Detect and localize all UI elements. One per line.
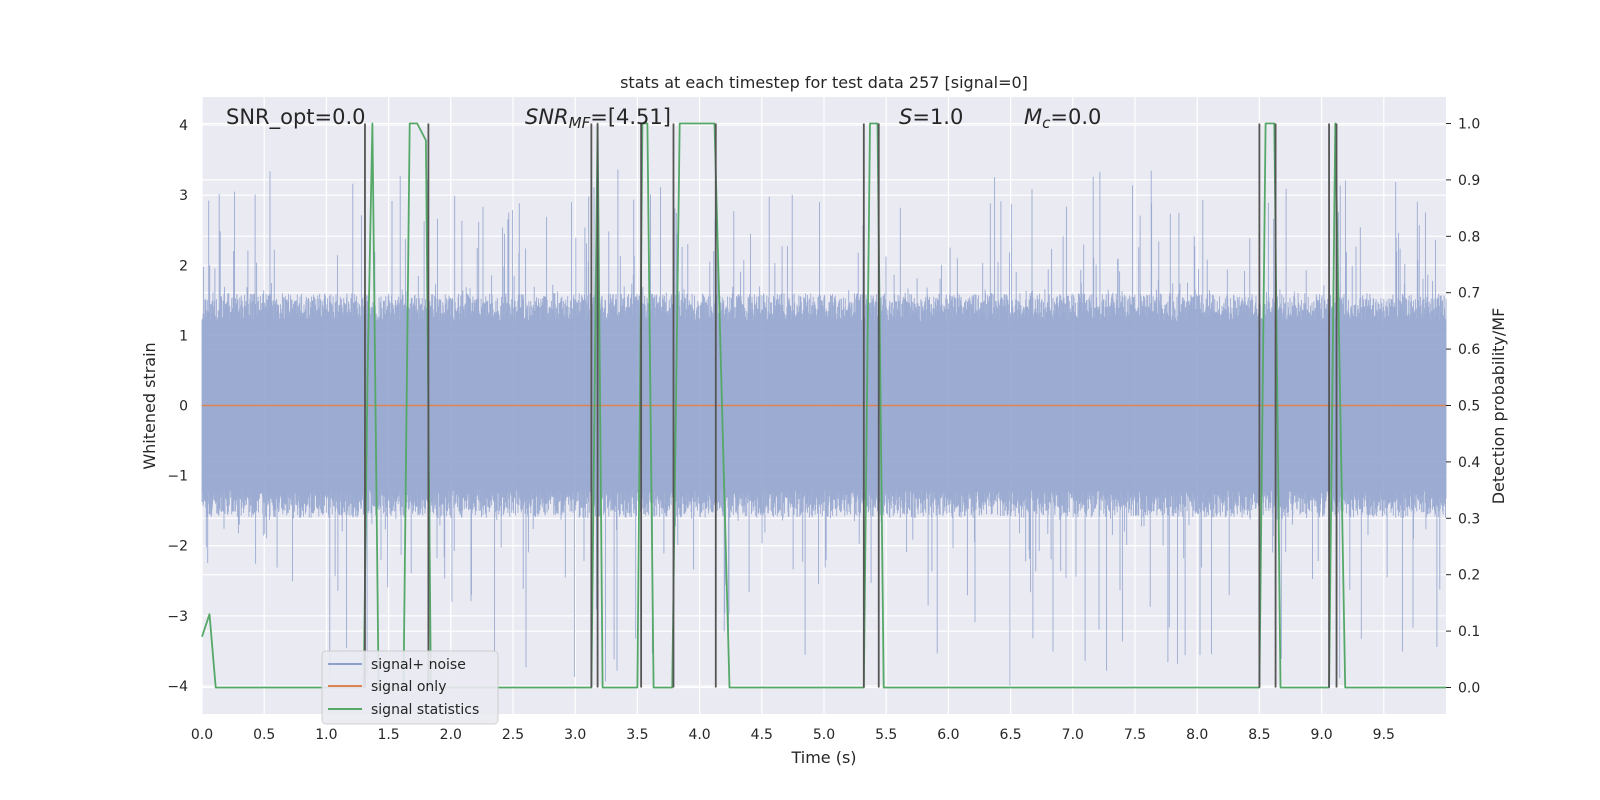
legend-label-signal-statistics: signal statistics xyxy=(371,702,479,718)
y2-tick-label: 1.0 xyxy=(1458,117,1480,133)
x-tick-label: 1.5 xyxy=(377,727,399,743)
series-signal-noise xyxy=(201,169,1447,686)
signal-noise-line xyxy=(201,169,1447,686)
y-tick-label: 0 xyxy=(179,399,188,415)
x-tick-label: 9.5 xyxy=(1373,727,1395,743)
y2-tick-label: 0.1 xyxy=(1458,624,1480,640)
y-tick-label: 1 xyxy=(179,328,188,344)
legend-label-signal-only: signal only xyxy=(371,679,446,695)
y-tick-label: 2 xyxy=(179,258,188,274)
x-tick-label: 6.5 xyxy=(999,727,1021,743)
detection-markers xyxy=(364,123,1338,688)
legend-label-signal-noise: signal+ noise xyxy=(371,657,466,673)
x-tick-label: 5.0 xyxy=(813,727,835,743)
x-tick-label: 7.5 xyxy=(1124,727,1146,743)
x-tick-labels: 0.0 0.5 1.0 1.5 2.0 2.5 3.0 3.5 4.0 4.5 5.0 5.5 6.0 6… xyxy=(191,727,1395,743)
y-tick-label: 4 xyxy=(179,118,188,134)
x-tick-label: 0.0 xyxy=(191,727,213,743)
chart-title: stats at each timestep for test data 257… xyxy=(620,73,1028,92)
y2-tick-label: 0.3 xyxy=(1458,511,1480,527)
y2-tick-label: 0.5 xyxy=(1458,399,1480,415)
legend-box xyxy=(321,650,499,725)
x-tick-label: 8.0 xyxy=(1186,727,1208,743)
y-tick-label: 3 xyxy=(179,188,188,204)
x-tick-label: 2.0 xyxy=(440,727,462,743)
y-tick-label: −1 xyxy=(167,469,188,485)
x-tick-label: 9.0 xyxy=(1310,727,1332,743)
y-tick-label: −3 xyxy=(167,609,188,625)
y2-tick-label: 0.0 xyxy=(1458,680,1480,696)
y2-tick-label: 0.9 xyxy=(1458,173,1480,189)
y2-tick-label: 0.7 xyxy=(1458,286,1480,302)
x-tick-label: 8.5 xyxy=(1248,727,1270,743)
y-tick-label: −2 xyxy=(167,539,188,555)
y2-tick-label: 0.2 xyxy=(1458,568,1480,584)
x-tick-label: 3.0 xyxy=(564,727,586,743)
y-axis-label: Whitened strain xyxy=(140,342,159,469)
y-tick-label: −4 xyxy=(167,679,188,695)
x-tick-label: 5.5 xyxy=(875,727,897,743)
x-tick-label: 3.5 xyxy=(626,727,648,743)
y2-tick-label: 0.6 xyxy=(1458,342,1480,358)
x-tick-label: 7.0 xyxy=(1062,727,1084,743)
x-tick-label: 1.0 xyxy=(315,727,337,743)
y-tick-labels: −4 −3 −2 −1 0 1 2 3 4 xyxy=(167,118,188,695)
x-tick-label: 4.0 xyxy=(688,727,710,743)
legend: signal+ noise signal only signal statist… xyxy=(321,650,499,725)
x-tick-label: 6.0 xyxy=(937,727,959,743)
x-tick-label: 4.5 xyxy=(751,727,773,743)
x-tick-label: 2.5 xyxy=(502,727,524,743)
x-axis-label: Time (s) xyxy=(790,748,856,767)
x-tick-label: 0.5 xyxy=(253,727,275,743)
y2-axis-label: Detection probability/MF xyxy=(1489,308,1508,505)
y2-tick-label: 0.8 xyxy=(1458,229,1480,245)
y2-tick-label: 0.4 xyxy=(1458,455,1480,471)
annotation-mc: Mc=0.0 xyxy=(1024,105,1101,132)
y2-tick-labels: 0.0 0.1 0.2 0.3 0.4 0.5 0.6 0.7 0.8 0.9 1.0 xyxy=(1446,117,1480,696)
annotation-snr-opt: SNR_opt=0.0 xyxy=(226,105,366,130)
annotation-s: S=1.0 xyxy=(899,105,963,129)
annotation-snr-mf: SNRMF=[4.51] xyxy=(525,105,671,132)
